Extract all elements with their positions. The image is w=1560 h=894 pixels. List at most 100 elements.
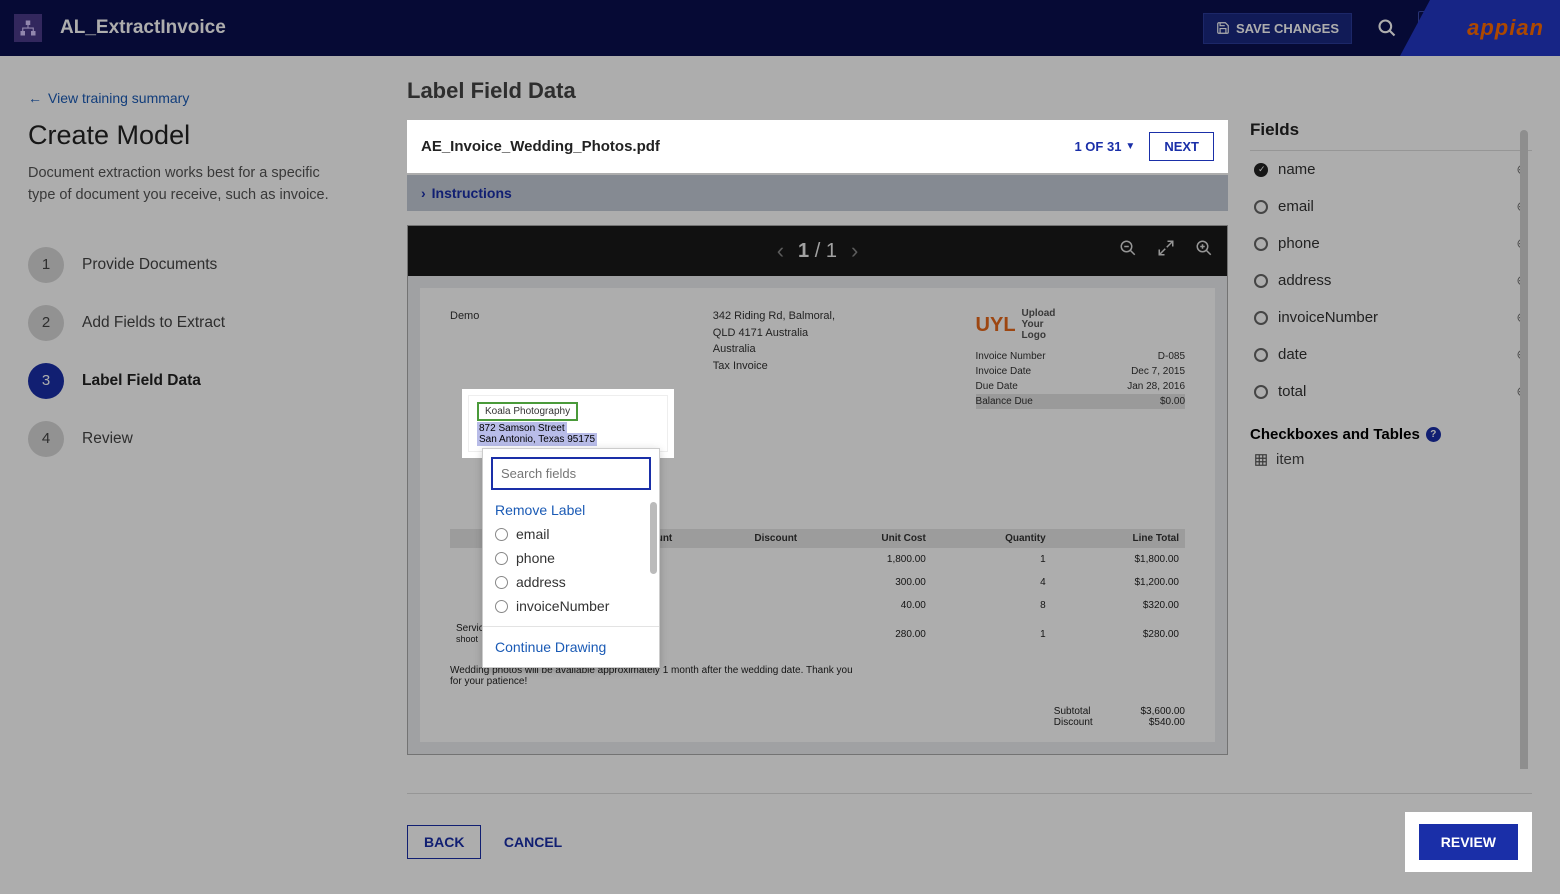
- step-2[interactable]: 2 Add Fields to Extract: [28, 305, 337, 341]
- option-label: invoiceNumber: [516, 598, 609, 614]
- back-button[interactable]: BACK: [407, 825, 481, 859]
- brand-logo: appian: [1400, 0, 1560, 56]
- counter-text: 1 OF 31: [1074, 139, 1121, 154]
- radio-icon: [495, 552, 508, 565]
- field-date[interactable]: date⊕: [1250, 336, 1532, 373]
- status-empty-icon: [1254, 200, 1268, 214]
- prev-page-icon[interactable]: ‹: [777, 238, 784, 264]
- table-icon: [1254, 453, 1268, 467]
- status-empty-icon: [1254, 348, 1268, 362]
- chevron-down-icon: ▼: [1125, 141, 1135, 152]
- page-indicator: 1 / 1: [798, 240, 837, 263]
- field-label: name: [1278, 161, 1316, 178]
- selected-text-name: Koala Photography: [477, 402, 578, 421]
- item-label: item: [1276, 451, 1304, 468]
- save-label: SAVE CHANGES: [1236, 21, 1339, 36]
- sidebar-heading: Create Model: [28, 120, 337, 151]
- field-invoicenumber[interactable]: invoiceNumber⊕: [1250, 299, 1532, 336]
- chevron-right-icon: ›: [421, 185, 426, 201]
- next-document-button[interactable]: NEXT: [1149, 132, 1214, 161]
- document-header: AE_Invoice_Wedding_Photos.pdf 1 OF 31 ▼ …: [407, 120, 1228, 173]
- field-label: phone: [1278, 235, 1320, 252]
- step-4[interactable]: 4 Review: [28, 421, 337, 457]
- page-title: Label Field Data: [407, 78, 1532, 104]
- field-assignment-popup: Remove Label email phone address invoice…: [482, 448, 660, 668]
- help-icon[interactable]: ?: [1426, 427, 1441, 442]
- object-type-icon: [14, 14, 42, 42]
- field-label: address: [1278, 272, 1331, 289]
- field-option-phone[interactable]: phone: [495, 546, 647, 570]
- zoom-out-icon[interactable]: [1119, 239, 1137, 263]
- status-filled-icon: [1254, 163, 1268, 177]
- arrow-left-icon: ←: [28, 90, 42, 106]
- footer: BACK CANCEL REVIEW: [407, 793, 1532, 894]
- field-label: total: [1278, 383, 1306, 400]
- option-label: address: [516, 574, 566, 590]
- selection-highlight: Koala Photography 872 Samson Street San …: [468, 395, 668, 452]
- invoice-note: Wedding photos will be available approxi…: [450, 665, 854, 687]
- field-option-email[interactable]: email: [495, 522, 647, 546]
- cancel-button[interactable]: CANCEL: [504, 834, 562, 850]
- field-address[interactable]: address⊕: [1250, 262, 1532, 299]
- option-label: email: [516, 526, 549, 542]
- invoice-totals: Subtotal$3,600.00 Discount$540.00: [1054, 706, 1185, 728]
- inv-logo: UYL UploadYourLogo: [976, 308, 1185, 341]
- fields-title: Fields: [1250, 120, 1532, 151]
- selected-text-address: 872 Samson Street San Antonio, Texas 951…: [477, 423, 659, 445]
- continue-drawing-link[interactable]: Continue Drawing: [495, 635, 647, 659]
- save-icon: [1216, 21, 1230, 35]
- field-label: invoiceNumber: [1278, 309, 1378, 326]
- field-search-input[interactable]: [491, 457, 651, 490]
- field-total[interactable]: total⊕: [1250, 373, 1532, 410]
- step-number: 3: [28, 363, 64, 399]
- next-page-icon[interactable]: ›: [851, 238, 858, 264]
- scrollbar[interactable]: [1520, 130, 1528, 769]
- instructions-toggle[interactable]: › Instructions: [407, 175, 1228, 211]
- wizard-steps: 1 Provide Documents 2 Add Fields to Extr…: [28, 247, 337, 457]
- field-name[interactable]: name⊕: [1250, 151, 1532, 188]
- step-label: Add Fields to Extract: [82, 314, 225, 332]
- inv-address: 342 Riding Rd, Balmoral, QLD 4171 Austra…: [713, 308, 946, 409]
- inv-demo: Demo: [450, 308, 683, 409]
- expand-icon[interactable]: [1157, 239, 1175, 263]
- step-1[interactable]: 1 Provide Documents: [28, 247, 337, 283]
- topbar: AL_ExtractInvoice SAVE CHANGES ▼ appian: [0, 0, 1560, 56]
- status-empty-icon: [1254, 274, 1268, 288]
- object-title: AL_ExtractInvoice: [60, 17, 226, 39]
- field-label: date: [1278, 346, 1307, 363]
- status-empty-icon: [1254, 385, 1268, 399]
- save-changes-button[interactable]: SAVE CHANGES: [1203, 13, 1352, 44]
- doc-counter-dropdown[interactable]: 1 OF 31 ▼: [1074, 139, 1135, 154]
- radio-icon: [495, 528, 508, 541]
- remove-label-link[interactable]: Remove Label: [495, 498, 647, 522]
- step-number: 4: [28, 421, 64, 457]
- search-icon[interactable]: [1370, 11, 1404, 45]
- instructions-label: Instructions: [432, 185, 512, 201]
- fields-panel: Fields name⊕ email⊕ phone⊕ address⊕ invo…: [1250, 120, 1532, 755]
- field-email[interactable]: email⊕: [1250, 188, 1532, 225]
- checkboxes-tables-title: Checkboxes and Tables ?: [1250, 426, 1532, 443]
- document-name: AE_Invoice_Wedding_Photos.pdf: [421, 138, 660, 155]
- step-number: 1: [28, 247, 64, 283]
- zoom-in-icon[interactable]: [1195, 239, 1213, 263]
- sidebar-description: Document extraction works best for a spe…: [28, 163, 337, 207]
- step-label: Label Field Data: [82, 372, 201, 390]
- radio-icon: [495, 576, 508, 589]
- status-empty-icon: [1254, 237, 1268, 251]
- option-label: phone: [516, 550, 555, 566]
- field-option-invoicenumber[interactable]: invoiceNumber: [495, 594, 647, 618]
- step-label: Provide Documents: [82, 256, 217, 274]
- popup-scrollbar[interactable]: [650, 502, 657, 574]
- field-option-address[interactable]: address: [495, 570, 647, 594]
- step-label: Review: [82, 430, 133, 448]
- status-empty-icon: [1254, 311, 1268, 325]
- view-link-text: View training summary: [48, 90, 189, 106]
- review-button[interactable]: REVIEW: [1419, 824, 1518, 860]
- view-training-summary-link[interactable]: ← View training summary: [28, 90, 337, 106]
- viewer-toolbar: ‹ 1 / 1 ›: [408, 226, 1227, 276]
- step-3[interactable]: 3 Label Field Data: [28, 363, 337, 399]
- step-number: 2: [28, 305, 64, 341]
- field-phone[interactable]: phone⊕: [1250, 225, 1532, 262]
- left-sidebar: ← View training summary Create Model Doc…: [0, 56, 365, 894]
- table-field-item[interactable]: item: [1250, 443, 1532, 476]
